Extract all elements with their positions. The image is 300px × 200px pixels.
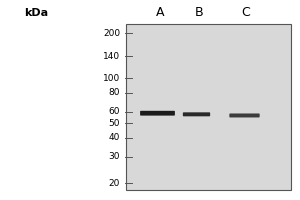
FancyBboxPatch shape — [126, 24, 291, 190]
Text: 50: 50 — [109, 119, 120, 128]
Text: 140: 140 — [103, 52, 120, 61]
Text: 20: 20 — [109, 179, 120, 188]
Text: 100: 100 — [103, 74, 120, 83]
Text: 200: 200 — [103, 29, 120, 38]
Text: 40: 40 — [109, 133, 120, 142]
Text: kDa: kDa — [24, 8, 48, 18]
Text: 80: 80 — [109, 88, 120, 97]
Text: 60: 60 — [109, 107, 120, 116]
Text: A: A — [156, 6, 165, 20]
Text: B: B — [195, 6, 204, 20]
FancyBboxPatch shape — [140, 111, 175, 116]
FancyBboxPatch shape — [230, 113, 260, 117]
FancyBboxPatch shape — [183, 112, 210, 116]
Text: 30: 30 — [109, 152, 120, 161]
Text: C: C — [242, 6, 250, 20]
